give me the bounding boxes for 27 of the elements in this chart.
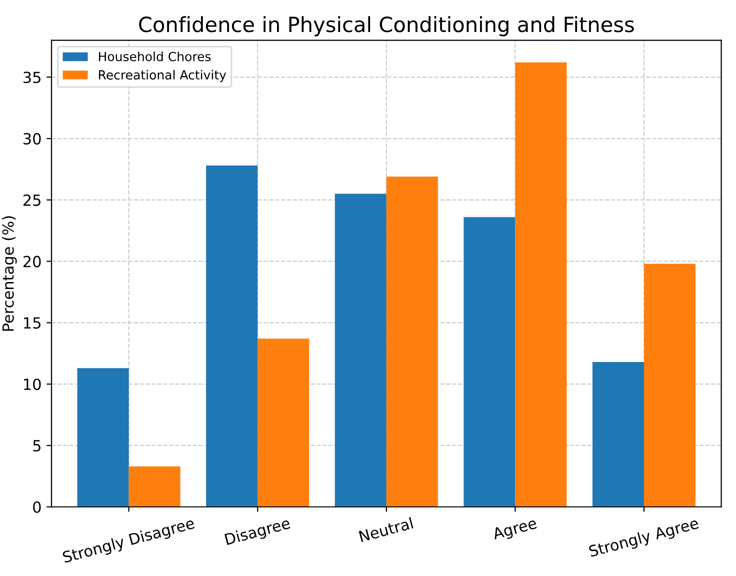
bar <box>386 176 438 507</box>
x-tick-label: Disagree <box>224 516 292 548</box>
y-tick-label: 10 <box>24 378 41 390</box>
y-tick-label: 20 <box>23 256 41 268</box>
y-tick-label: 25 <box>23 194 40 206</box>
bar <box>128 466 180 507</box>
bar <box>77 368 129 507</box>
y-tick-label: 30 <box>24 133 41 145</box>
y-tick-label: 15 <box>24 317 40 329</box>
y-axis-title: Percentage (%) <box>2 216 17 331</box>
bar <box>206 166 258 507</box>
bar <box>592 362 644 507</box>
x-tick-label: Strongly Agree <box>588 516 700 560</box>
bar <box>515 62 567 507</box>
y-tick-label: 5 <box>33 440 40 452</box>
chart-title: Confidence in Physical Conditioning and Fitness <box>139 16 634 36</box>
x-tick-label: Agree <box>492 517 538 542</box>
bar <box>464 217 516 507</box>
x-tick-label: Neutral <box>358 516 414 542</box>
x-tick-label: Strongly Disagree <box>62 516 196 566</box>
y-tick-label: 35 <box>24 72 40 84</box>
legend-label: Household Chores <box>98 52 211 62</box>
bar <box>644 264 696 507</box>
bar <box>334 194 386 507</box>
bar <box>258 338 310 507</box>
y-tick-label: 0 <box>33 501 41 513</box>
legend-label: Recreational Activity <box>98 70 226 82</box>
